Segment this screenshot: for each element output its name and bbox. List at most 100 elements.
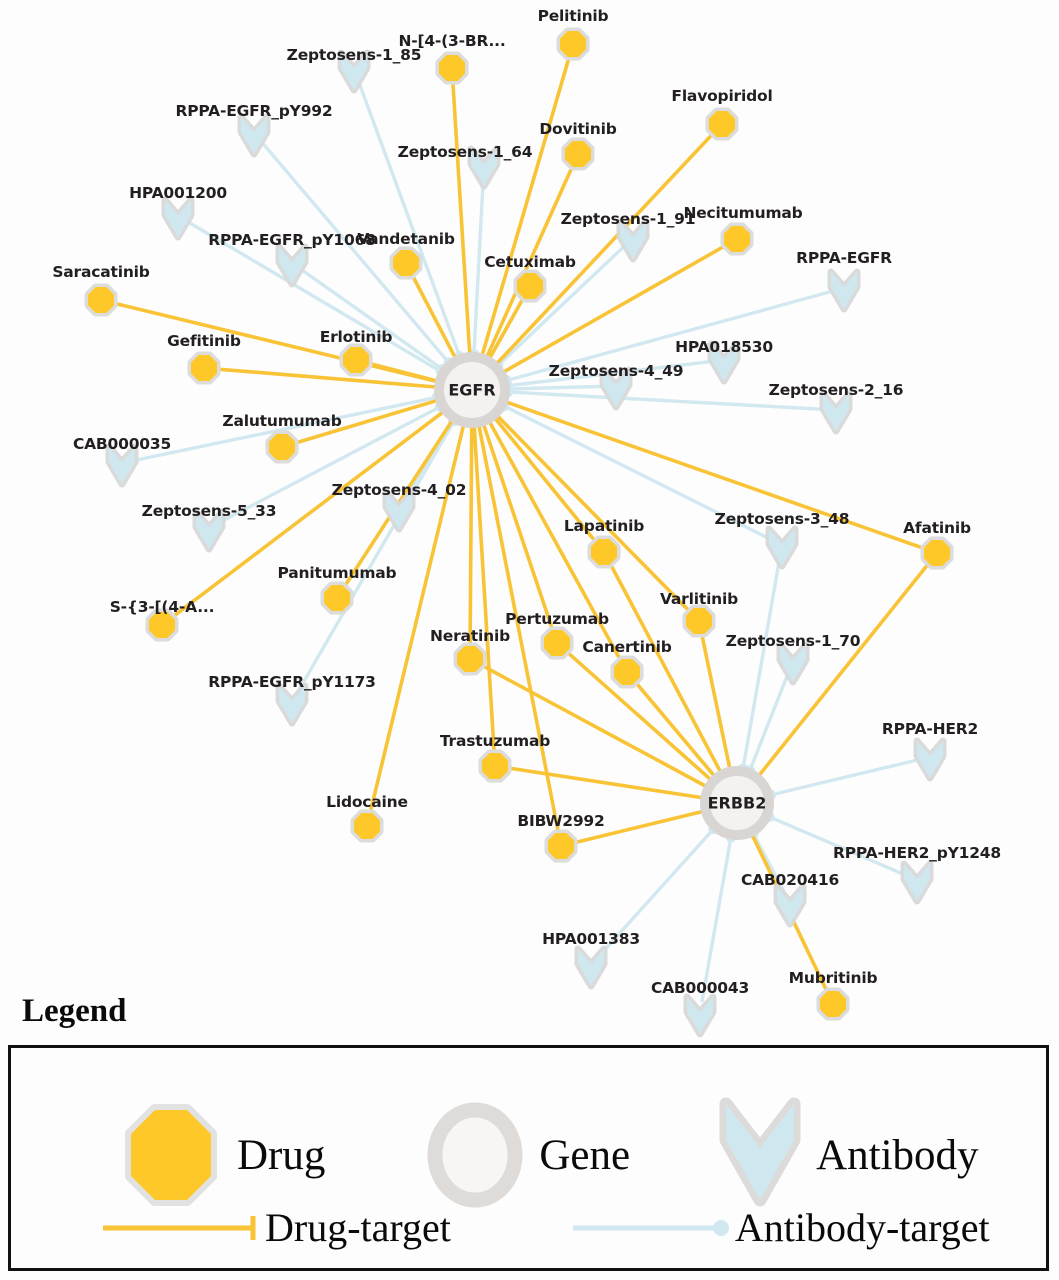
- antibody-node[interactable]: [765, 525, 799, 570]
- antibody-target-edge: [507, 390, 826, 412]
- antibody-target-edge: [300, 267, 444, 371]
- antibody-node[interactable]: [900, 860, 934, 905]
- drug-target-edge: [480, 54, 572, 357]
- drug-target-line-icon: [103, 1216, 256, 1240]
- gene-node-layer: [434, 352, 774, 840]
- drug-node[interactable]: [816, 987, 850, 1021]
- antibody-node-label: Zeptosens-1_85: [286, 46, 422, 64]
- drug-target-edge: [476, 424, 561, 836]
- drug-edge-layer: [111, 54, 932, 995]
- drug-target-edge: [505, 765, 704, 800]
- antibody-node-label: CAB000043: [650, 979, 750, 997]
- antibody-target-edge: [186, 220, 442, 374]
- drug-node-label: Neratinib: [430, 627, 510, 645]
- drug-node[interactable]: [556, 27, 590, 61]
- drug-target-edge: [571, 809, 705, 846]
- drug-node[interactable]: [513, 269, 547, 303]
- drug-node-label: Zalutumumab: [222, 412, 342, 430]
- drug-node-label: Mubritinib: [788, 969, 878, 987]
- drug-node[interactable]: [478, 749, 512, 783]
- gene-node-label: EGFR: [448, 380, 496, 400]
- drug-node-label: Varlitinib: [659, 590, 739, 608]
- antibody-node[interactable]: [467, 145, 501, 190]
- drug-octagon-icon: [125, 1104, 217, 1206]
- drug-node[interactable]: [265, 430, 299, 464]
- drug-node[interactable]: [587, 535, 621, 569]
- antibody-node[interactable]: [773, 883, 807, 928]
- drug-target-edge: [214, 367, 438, 389]
- drug-node[interactable]: [84, 283, 118, 317]
- antibody-node[interactable]: [275, 682, 309, 727]
- drug-node[interactable]: [453, 642, 487, 676]
- legend-shape-row: Drug Gene Antibody: [11, 1096, 1046, 1214]
- antibody-node-label: RPPA-EGFR_pY1068: [208, 231, 376, 249]
- antibody-node[interactable]: [683, 993, 717, 1038]
- antibody-node-label: Zeptosens-4_02: [331, 481, 467, 499]
- drug-target-edge: [495, 413, 693, 615]
- drug-node[interactable]: [339, 343, 373, 377]
- antibody-node[interactable]: [192, 508, 226, 553]
- drug-node[interactable]: [187, 351, 221, 385]
- drug-node[interactable]: [389, 246, 423, 280]
- drug-node[interactable]: [610, 655, 644, 689]
- antibody-node[interactable]: [776, 641, 810, 686]
- antibody-node[interactable]: [819, 390, 853, 435]
- antibody-node[interactable]: [237, 113, 271, 158]
- drug-node-label: S-{3-[(4-A...: [109, 598, 215, 616]
- drug-node[interactable]: [561, 137, 595, 171]
- antibody-node-label: HPA001200: [129, 184, 227, 202]
- drug-node[interactable]: [435, 51, 469, 85]
- antibody-target-edge: [768, 815, 908, 878]
- antibody-node[interactable]: [913, 737, 947, 782]
- antibody-target-edge: [497, 244, 627, 367]
- drug-node[interactable]: [920, 536, 954, 570]
- gene-node-label: ERBB2: [707, 793, 767, 813]
- antibody-node[interactable]: [275, 243, 309, 288]
- drug-target-edge: [756, 560, 932, 778]
- drug-node-label: Lapatinib: [563, 517, 645, 535]
- legend-box: Drug Gene Antibody: [8, 1045, 1049, 1271]
- legend-edge-row: Drug-target Antibody-target: [11, 1208, 1046, 1248]
- drug-node[interactable]: [320, 581, 354, 615]
- antibody-node[interactable]: [337, 49, 371, 94]
- drug-target-edge: [607, 560, 723, 774]
- drug-node-layer: [84, 27, 954, 1021]
- antibody-node[interactable]: [574, 945, 608, 990]
- gene-node[interactable]: [434, 352, 510, 428]
- antibody-target-edge: [506, 289, 834, 383]
- antibody-node-layer: [105, 49, 947, 1038]
- antibody-node[interactable]: [161, 196, 195, 241]
- drug-target-edge: [478, 662, 708, 789]
- antibody-node[interactable]: [382, 488, 416, 533]
- drug-node-label: Pertuzumab: [505, 610, 609, 628]
- drug-target-edge: [494, 130, 716, 366]
- antibody-node[interactable]: [616, 218, 650, 263]
- drug-node-label: N-[4-(3-BR...: [398, 32, 506, 50]
- drug-node[interactable]: [540, 626, 574, 660]
- drug-node[interactable]: [350, 809, 384, 843]
- drug-node[interactable]: [145, 608, 179, 642]
- antibody-target-edge: [356, 78, 462, 357]
- antibody-node-label: Zeptosens-5_33: [141, 502, 277, 520]
- antibody-node[interactable]: [105, 443, 139, 488]
- drug-node-label: Vandetanib: [357, 230, 455, 248]
- antibody-node[interactable]: [827, 268, 861, 313]
- antibody-target-edge: [259, 140, 451, 364]
- drug-node[interactable]: [544, 829, 578, 863]
- drug-target-edge: [367, 423, 466, 816]
- legend-item-gene: Gene: [417, 1096, 630, 1214]
- drug-target-edge: [450, 78, 472, 356]
- antibody-node-label: CAB020416: [740, 871, 840, 889]
- antibody-node-label: Zeptosens-1_70: [725, 632, 861, 650]
- gene-node[interactable]: [700, 766, 774, 840]
- drug-node[interactable]: [705, 107, 739, 141]
- drug-node[interactable]: [720, 222, 754, 256]
- drug-node[interactable]: [682, 604, 716, 638]
- antibody-node[interactable]: [707, 340, 741, 385]
- antibody-node-label: HPA001383: [542, 930, 640, 948]
- drug-target-edge: [492, 415, 599, 545]
- antibody-node-label: RPPA-HER2: [881, 720, 979, 738]
- antibody-node[interactable]: [599, 366, 633, 411]
- legend-label-drug: Drug: [237, 1131, 326, 1179]
